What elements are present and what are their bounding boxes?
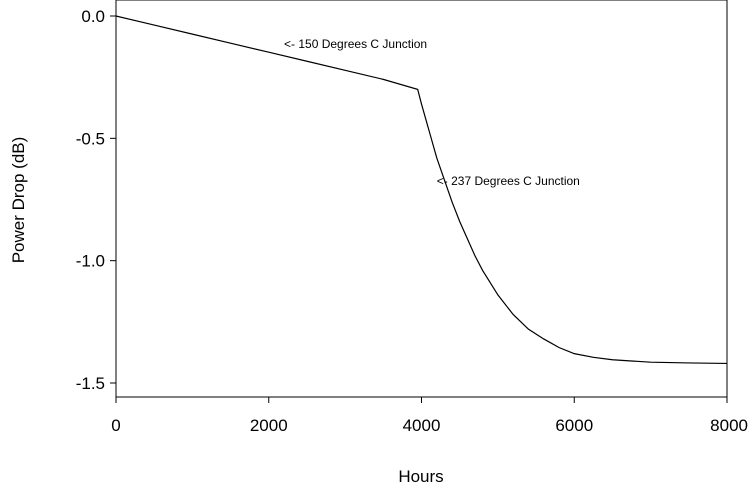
y-axis-ticks: 0.0 -0.5 -1.0 -1.5 (76, 7, 116, 393)
x-tick-label: 2000 (250, 416, 288, 435)
annotation-label: <- 237 Degrees C Junction (437, 174, 580, 188)
x-axis-ticks: 0 2000 4000 6000 8000 (111, 397, 748, 435)
annotation-label: <- 150 Degrees C Junction (284, 37, 427, 51)
y-tick-label: -1.5 (76, 374, 105, 393)
y-tick-label: -0.5 (76, 129, 105, 148)
y-axis-title: Power Drop (dB) (9, 137, 28, 264)
y-tick-label: 0.0 (81, 7, 105, 26)
y-tick-label: -1.0 (76, 252, 105, 271)
x-tick-label: 4000 (403, 416, 441, 435)
x-tick-label: 8000 (710, 416, 748, 435)
x-axis-title: Hours (398, 467, 443, 486)
x-tick-label: 6000 (555, 416, 593, 435)
series-line (115, 15, 728, 365)
plot-frame (115, 0, 728, 398)
annotations: <- 150 Degrees C Junction <- 237 Degrees … (284, 37, 580, 188)
x-tick-label: 0 (111, 416, 120, 435)
